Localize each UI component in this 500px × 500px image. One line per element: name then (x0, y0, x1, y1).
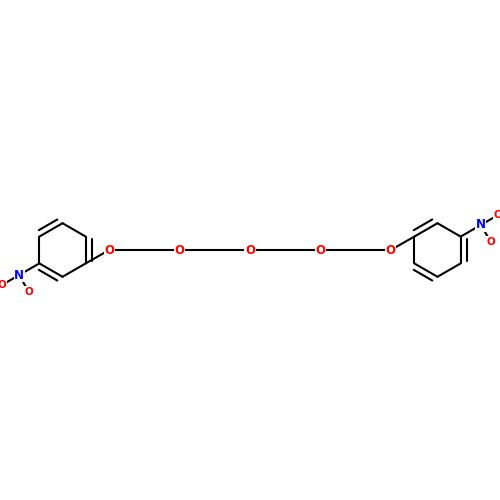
Text: O: O (245, 244, 255, 256)
Text: O: O (316, 244, 326, 256)
Text: O: O (0, 280, 6, 290)
Text: N: N (14, 268, 24, 281)
Text: O: O (494, 210, 500, 220)
Text: O: O (174, 244, 184, 256)
Text: O: O (104, 244, 114, 256)
Text: O: O (386, 244, 396, 256)
Text: O: O (24, 287, 33, 297)
Text: O: O (486, 237, 495, 247)
Text: N: N (476, 218, 486, 232)
